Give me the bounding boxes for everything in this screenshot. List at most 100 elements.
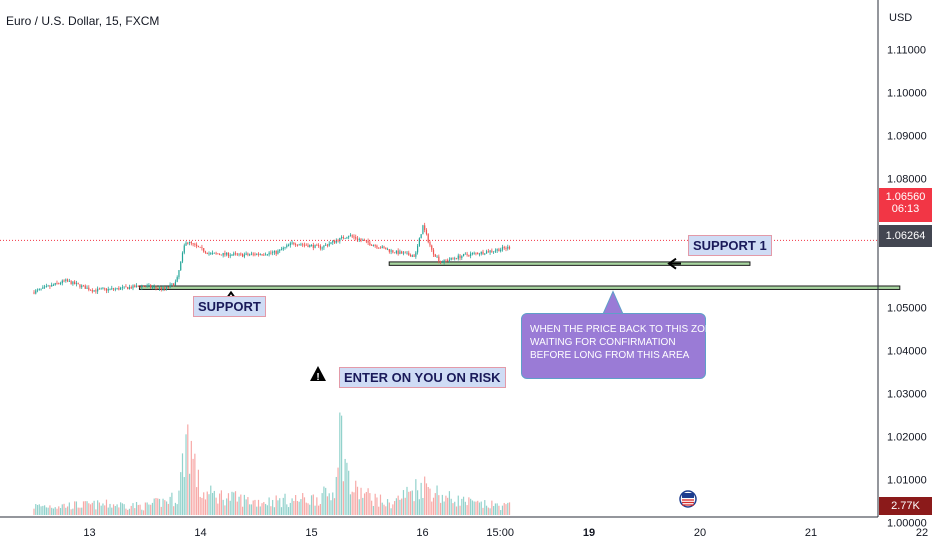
candle-body <box>330 242 332 244</box>
volume-bar <box>197 469 200 515</box>
volume-bar <box>112 504 115 515</box>
candle-body <box>268 252 270 255</box>
candle-body <box>70 281 72 285</box>
candle-body <box>340 236 343 238</box>
candle-body <box>302 244 304 246</box>
volume-bar <box>353 492 355 515</box>
volume-bar <box>372 506 375 515</box>
candle-body <box>185 242 187 246</box>
candle-body <box>325 244 327 246</box>
us-flag-canton <box>682 493 694 498</box>
candle-body <box>425 229 428 235</box>
candle-body <box>68 281 70 282</box>
volume-bar <box>450 498 452 515</box>
note-line-1: WHEN THE PRICE BACK TO THIS ZONE <box>530 324 719 335</box>
volume-bar <box>247 497 249 515</box>
candle-body <box>508 246 511 249</box>
volume-bar <box>282 497 284 515</box>
support-label[interactable]: SUPPORT <box>193 296 266 317</box>
candle-body <box>107 288 109 291</box>
volume-bar <box>81 507 83 515</box>
volume-bar <box>473 501 475 515</box>
volume-bar <box>401 498 403 515</box>
candle-body <box>247 253 249 255</box>
volume-bar <box>192 458 194 515</box>
candle-body <box>254 253 256 255</box>
volume-bar <box>503 502 505 515</box>
candle-body <box>289 243 291 246</box>
candle-body <box>84 285 86 289</box>
candle-body <box>462 253 465 257</box>
candle-body <box>296 244 298 246</box>
volume-bar <box>49 505 51 515</box>
candle-body <box>220 254 222 256</box>
warning-icon-mark: ! <box>316 372 319 383</box>
volume-bar <box>378 506 380 515</box>
volume-bar <box>229 500 231 515</box>
candle-body <box>464 253 466 255</box>
volume-bar <box>335 476 337 515</box>
volume-bar <box>144 502 146 515</box>
candle-body <box>404 252 406 254</box>
candle-body <box>457 255 459 259</box>
candle-body <box>35 290 37 294</box>
candle-body <box>355 237 357 239</box>
volume-bar <box>402 490 405 515</box>
candle-body <box>314 244 316 248</box>
candle-body <box>249 254 251 256</box>
volume-bar <box>462 496 465 515</box>
volume-bar <box>199 496 201 515</box>
current-price-tag: 1.06560 06:13 <box>879 188 932 222</box>
volume-bar <box>489 508 491 515</box>
candle-body <box>280 249 283 251</box>
x-tick-label: 22 <box>916 527 928 539</box>
candle-body <box>211 252 214 254</box>
current-price-label: 1.06560 <box>885 191 926 203</box>
volume-bar <box>427 487 429 515</box>
candle-body <box>245 253 247 255</box>
volume-bar <box>417 490 419 515</box>
volume-bar <box>256 506 258 515</box>
volume-bar <box>233 492 235 515</box>
volume-bar <box>409 491 412 515</box>
volume-bar <box>445 495 447 515</box>
candle-body <box>505 248 507 249</box>
candle-body <box>402 252 405 254</box>
candle-body <box>319 245 321 249</box>
candle-body <box>47 285 49 287</box>
candle-body <box>346 237 348 239</box>
volume-bar <box>157 498 159 515</box>
candle-body <box>348 236 350 238</box>
candle-body <box>192 243 194 245</box>
volume-bar <box>418 499 420 515</box>
volume-bar <box>127 509 129 515</box>
volume-bar <box>448 491 451 515</box>
candle-body <box>183 245 185 253</box>
y-tick-label: 1.08000 <box>887 174 927 186</box>
volume-bar <box>65 507 67 515</box>
volume-bar <box>264 503 267 515</box>
support-1-label[interactable]: SUPPORT 1 <box>688 235 772 256</box>
volume-bar <box>61 504 63 515</box>
support-1-arrow-head <box>667 257 677 270</box>
note-line-2: WAITING FOR CONFIRMATION <box>530 337 676 348</box>
candle-body <box>307 245 309 247</box>
candle-body <box>379 247 382 249</box>
volume-bar <box>422 497 424 515</box>
volume-bar <box>254 499 256 515</box>
enter-risk-label[interactable]: ENTER ON YOU ON RISK <box>339 367 506 388</box>
candle-body <box>63 280 65 282</box>
volume-bar <box>424 476 426 515</box>
volume-bar <box>279 498 281 515</box>
candle-body <box>475 252 477 254</box>
candle-body <box>66 279 69 282</box>
volume-bar <box>362 497 364 515</box>
candle-body <box>112 288 115 290</box>
volume-bar <box>95 509 97 515</box>
candle-body <box>116 287 118 289</box>
volume-bar <box>302 493 304 515</box>
candle-body <box>353 236 355 238</box>
candle-body <box>473 252 475 254</box>
note-bubble[interactable]: WHEN THE PRICE BACK TO THIS ZONE WAITING… <box>521 313 719 379</box>
